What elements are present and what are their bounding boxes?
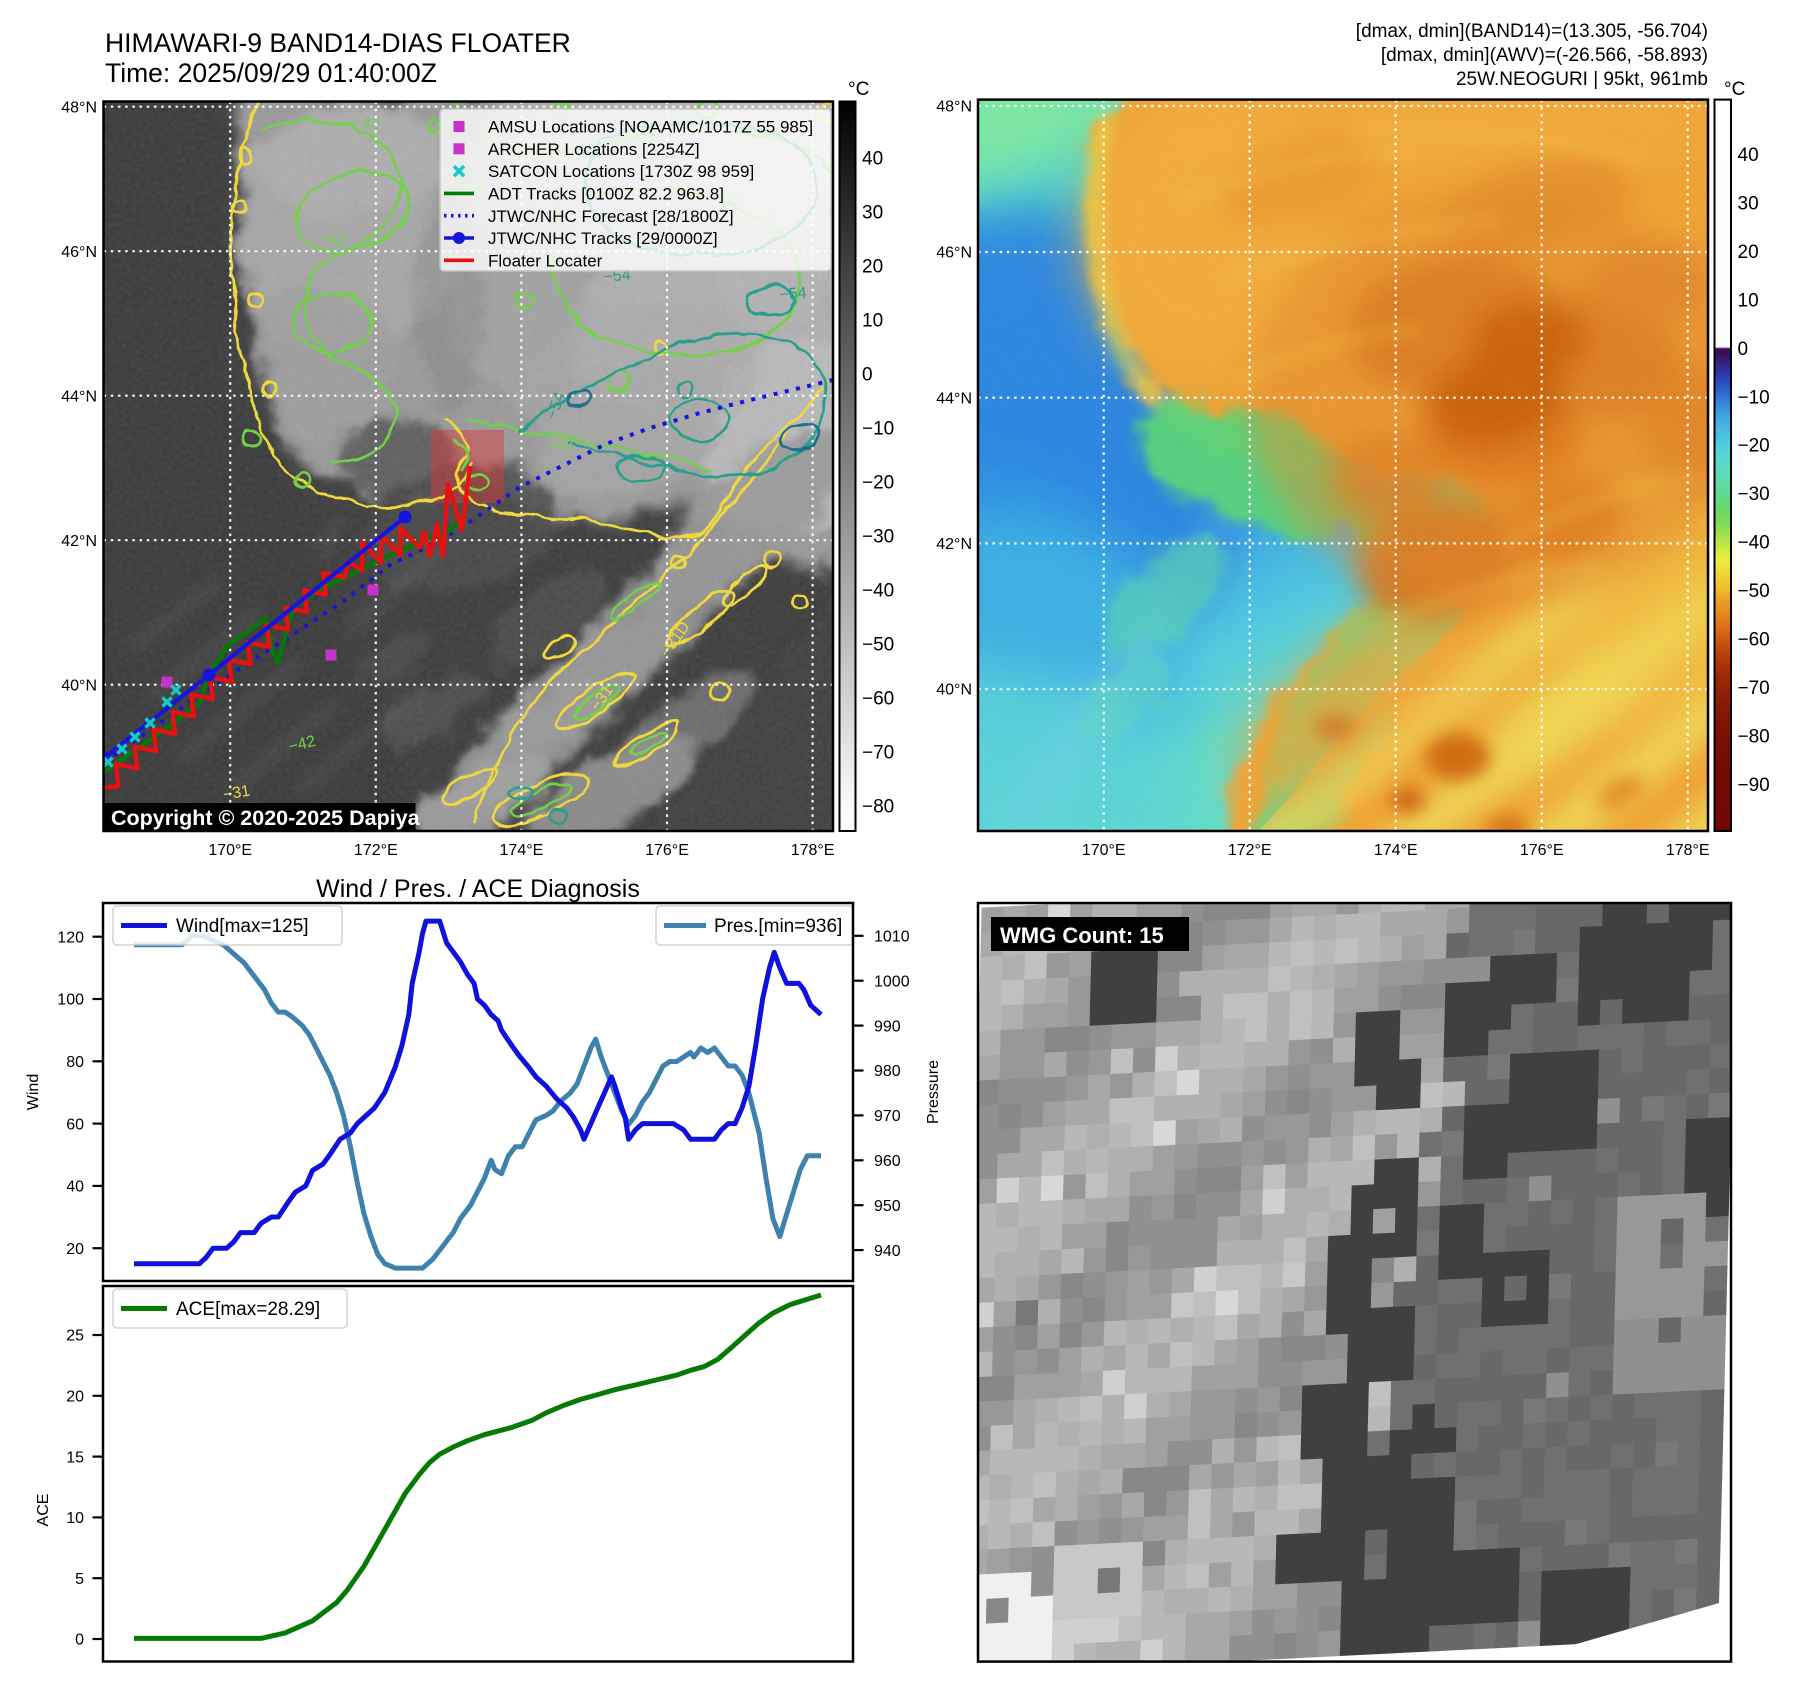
svg-text:AMSU Locations [NOAAMC/1017Z 5: AMSU Locations [NOAAMC/1017Z 55 985] [488, 118, 813, 137]
svg-text:176°E: 176°E [1520, 842, 1564, 859]
svg-text:20: 20 [1738, 242, 1759, 263]
svg-text:30: 30 [862, 203, 883, 224]
svg-text:40: 40 [862, 149, 883, 170]
svg-text:40°N: 40°N [61, 677, 97, 694]
svg-text:JTWC/NHC Tracks [29/0000Z]: JTWC/NHC Tracks [29/0000Z] [488, 229, 718, 248]
svg-text:Wind / Pres. / ACE Diagnosis: Wind / Pres. / ACE Diagnosis [316, 875, 640, 903]
svg-text:ARCHER Locations [2254Z]: ARCHER Locations [2254Z] [488, 140, 700, 159]
svg-text:−20: −20 [1738, 436, 1770, 457]
svg-text:10: 10 [1738, 290, 1759, 311]
svg-text:960: 960 [874, 1153, 901, 1170]
svg-text:950: 950 [874, 1198, 901, 1215]
svg-text:0: 0 [1738, 339, 1749, 360]
svg-text:1000: 1000 [874, 973, 910, 990]
svg-text:−20: −20 [862, 473, 894, 494]
svg-text:46°N: 46°N [936, 245, 972, 262]
svg-text:48°N: 48°N [61, 99, 97, 116]
svg-text:980: 980 [874, 1063, 901, 1080]
svg-text:20: 20 [862, 257, 883, 278]
svg-text:−10: −10 [862, 419, 894, 440]
svg-text:−42: −42 [318, 231, 346, 250]
svg-text:ACE[max=28.29]: ACE[max=28.29] [176, 1299, 320, 1320]
svg-text:100: 100 [57, 992, 84, 1009]
svg-text:HIMAWARI-9 BAND14-DIAS FLOATER: HIMAWARI-9 BAND14-DIAS FLOATER [105, 28, 571, 58]
svg-text:−50: −50 [1738, 581, 1770, 602]
svg-text:SATCON Locations [1730Z 98 959: SATCON Locations [1730Z 98 959] [488, 162, 754, 181]
svg-text:178°E: 178°E [1666, 842, 1710, 859]
svg-text:[dmax, dmin](AWV)=(-26.566, -5: [dmax, dmin](AWV)=(-26.566, -58.893) [1381, 45, 1708, 66]
svg-text:42°N: 42°N [61, 533, 97, 550]
svg-text:−30: −30 [862, 527, 894, 548]
svg-text:Pressure: Pressure [925, 1060, 942, 1124]
svg-text:15: 15 [66, 1449, 84, 1466]
svg-text:42°N: 42°N [936, 536, 972, 553]
svg-text:−42: −42 [351, 113, 380, 134]
svg-text:Wind: Wind [25, 1074, 42, 1110]
svg-text:Copyright © 2020-2025 Dapiya: Copyright © 2020-2025 Dapiya [111, 806, 421, 830]
svg-text:−10: −10 [1738, 387, 1770, 408]
svg-text:Pres.[min=936]: Pres.[min=936] [714, 916, 842, 937]
svg-text:−30: −30 [1738, 484, 1770, 505]
svg-text:−40: −40 [1738, 533, 1770, 554]
svg-text:60: 60 [66, 1116, 84, 1133]
svg-text:−40: −40 [862, 581, 894, 602]
svg-text:80: 80 [66, 1054, 84, 1071]
svg-text:170°E: 170°E [208, 842, 252, 859]
svg-text:−50: −50 [862, 635, 894, 656]
svg-text:−70: −70 [862, 743, 894, 764]
svg-text:−42: −42 [287, 733, 318, 756]
svg-text:172°E: 172°E [1228, 842, 1272, 859]
svg-text:174°E: 174°E [1374, 842, 1418, 859]
svg-text:−60: −60 [1738, 630, 1770, 651]
svg-text:−70: −70 [1738, 678, 1770, 699]
svg-text:°C: °C [1724, 79, 1745, 100]
svg-text:120: 120 [57, 929, 84, 946]
svg-text:1010: 1010 [874, 929, 910, 946]
svg-text:−80: −80 [1738, 726, 1770, 747]
svg-text:10: 10 [862, 311, 883, 332]
svg-text:°C: °C [848, 79, 869, 100]
svg-text:Wind[max=125]: Wind[max=125] [176, 916, 309, 937]
svg-text:−80: −80 [862, 797, 894, 818]
svg-text:−60: −60 [862, 689, 894, 710]
svg-text:20: 20 [66, 1241, 84, 1258]
svg-text:940: 940 [874, 1243, 901, 1260]
svg-text:40°N: 40°N [936, 682, 972, 699]
svg-text:178°E: 178°E [791, 842, 835, 859]
svg-text:174°E: 174°E [500, 842, 544, 859]
svg-text:10: 10 [66, 1510, 84, 1527]
svg-text:970: 970 [874, 1108, 901, 1125]
svg-text:ACE: ACE [35, 1494, 52, 1527]
svg-text:990: 990 [874, 1018, 901, 1035]
svg-text:0: 0 [75, 1632, 84, 1649]
svg-text:0: 0 [862, 365, 873, 386]
svg-text:176°E: 176°E [645, 842, 689, 859]
svg-text:−90: −90 [1738, 775, 1770, 796]
svg-text:25: 25 [66, 1328, 84, 1345]
svg-text:40: 40 [66, 1179, 84, 1196]
svg-text:44°N: 44°N [61, 388, 97, 405]
svg-text:172°E: 172°E [354, 842, 398, 859]
svg-text:JTWC/NHC Forecast [28/1800Z]: JTWC/NHC Forecast [28/1800Z] [488, 207, 734, 226]
svg-text:Time: 2025/09/29 01:40:00Z: Time: 2025/09/29 01:40:00Z [105, 58, 437, 88]
svg-text:48°N: 48°N [936, 99, 972, 116]
svg-text:40: 40 [1738, 145, 1759, 166]
svg-text:[dmax, dmin](BAND14)=(13.305,: [dmax, dmin](BAND14)=(13.305, -56.704) [1356, 21, 1708, 42]
svg-text:−54: −54 [779, 285, 808, 304]
svg-text:46°N: 46°N [61, 244, 97, 261]
svg-text:25W.NEOGURI | 95kt, 961mb: 25W.NEOGURI | 95kt, 961mb [1456, 69, 1708, 90]
svg-text:44°N: 44°N [936, 390, 972, 407]
svg-text:Floater Locater: Floater Locater [488, 251, 603, 270]
svg-text:WMG Count: 15: WMG Count: 15 [1000, 923, 1164, 948]
svg-text:−42: −42 [546, 435, 575, 456]
svg-text:ADT Tracks [0100Z 82.2 963.8]: ADT Tracks [0100Z 82.2 963.8] [488, 185, 724, 204]
svg-text:30: 30 [1738, 193, 1759, 214]
svg-text:5: 5 [75, 1571, 84, 1588]
svg-text:20: 20 [66, 1389, 84, 1406]
svg-text:170°E: 170°E [1082, 842, 1126, 859]
